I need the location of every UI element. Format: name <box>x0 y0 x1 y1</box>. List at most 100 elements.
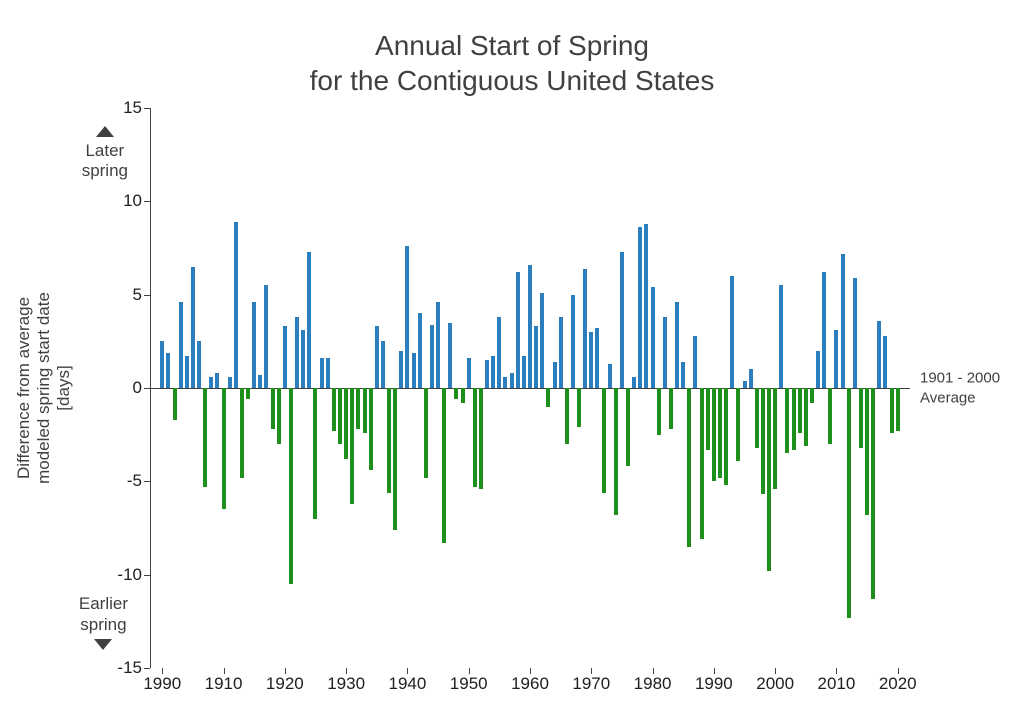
data-bar <box>522 356 526 388</box>
data-bar <box>706 388 710 450</box>
x-tick-label: 1950 <box>450 674 488 694</box>
data-bar <box>516 272 520 388</box>
data-bar <box>418 313 422 388</box>
data-bar <box>589 332 593 388</box>
y-tick-label: 0 <box>133 378 142 398</box>
data-bar <box>822 272 826 388</box>
chart-title: Annual Start of Spring for the Contiguou… <box>0 28 1024 98</box>
data-bar <box>749 369 753 388</box>
data-bar <box>485 360 489 388</box>
earlier-label-1: Earlier <box>79 594 128 613</box>
data-bar <box>644 224 648 388</box>
data-bar <box>693 336 697 388</box>
y-title-sub: modeled spring start date <box>34 292 53 484</box>
data-bar <box>412 353 416 388</box>
data-bar <box>271 388 275 429</box>
data-bar <box>313 388 317 519</box>
data-bar <box>761 388 765 494</box>
data-bar <box>375 326 379 388</box>
data-bar <box>853 278 857 388</box>
y-tick-label: 10 <box>123 191 142 211</box>
data-bar <box>215 373 219 388</box>
data-bar <box>681 362 685 388</box>
baseline-label-2: Average <box>920 389 976 406</box>
data-bar <box>883 336 887 388</box>
data-bar <box>546 388 550 407</box>
data-bar <box>436 302 440 388</box>
y-tick-label: -15 <box>117 658 142 678</box>
x-tick-label: 1910 <box>205 674 243 694</box>
x-tick-label: 1970 <box>572 674 610 694</box>
x-tick-label: 2020 <box>879 674 917 694</box>
data-bar <box>620 252 624 388</box>
y-tick <box>144 481 150 482</box>
data-bar <box>350 388 354 504</box>
data-bar <box>792 388 796 450</box>
y-tick <box>144 668 150 669</box>
data-bar <box>356 388 360 429</box>
data-bar <box>890 388 894 433</box>
baseline-label-1: 1901 - 2000 <box>920 370 1000 387</box>
data-bar <box>841 254 845 388</box>
data-bar <box>185 356 189 388</box>
data-bar <box>491 356 495 388</box>
y-title-unit: [days] <box>54 292 74 484</box>
y-tick-label: 5 <box>133 285 142 305</box>
data-bar <box>173 388 177 420</box>
data-bar <box>369 388 373 470</box>
y-tick <box>144 575 150 576</box>
data-bar <box>301 330 305 388</box>
earlier-label-2: spring <box>80 615 126 634</box>
data-bar <box>160 341 164 388</box>
arrow-down-icon <box>94 639 112 650</box>
arrow-up-icon <box>96 126 114 137</box>
data-bar <box>203 388 207 487</box>
x-tick-label: 1960 <box>511 674 549 694</box>
data-bar <box>718 388 722 478</box>
data-bar <box>700 388 704 539</box>
later-label-1: Later <box>85 141 124 160</box>
data-bar <box>497 317 501 388</box>
data-bar <box>393 388 397 530</box>
data-bar <box>179 302 183 388</box>
chart-page: Annual Start of Spring for the Contiguou… <box>0 0 1024 718</box>
data-bar <box>767 388 771 571</box>
data-bar <box>785 388 789 453</box>
data-bar <box>289 388 293 584</box>
x-tick-label: 2010 <box>818 674 856 694</box>
title-line-1: Annual Start of Spring <box>375 30 649 61</box>
data-bar <box>424 388 428 478</box>
data-bar <box>804 388 808 446</box>
y-title-main: Difference from average <box>14 297 33 479</box>
data-bar <box>559 317 563 388</box>
data-bar <box>614 388 618 515</box>
data-bar <box>669 388 673 429</box>
title-line-2: for the Contiguous United States <box>310 65 715 96</box>
later-spring-note: Later spring <box>82 126 128 182</box>
data-bar <box>773 388 777 489</box>
data-bar <box>571 295 575 388</box>
data-bar <box>399 351 403 388</box>
data-bar <box>307 252 311 388</box>
data-bar <box>687 388 691 547</box>
data-bar <box>295 317 299 388</box>
data-bar <box>405 246 409 388</box>
data-bar <box>344 388 348 459</box>
data-bar <box>332 388 336 431</box>
data-bar <box>258 375 262 388</box>
data-bar <box>442 388 446 543</box>
data-bar <box>896 388 900 431</box>
data-bar <box>565 388 569 444</box>
data-bar <box>503 377 507 388</box>
data-bar <box>166 353 170 388</box>
x-tick-label: 1940 <box>388 674 426 694</box>
data-bar <box>663 317 667 388</box>
data-bar <box>779 285 783 388</box>
data-bar <box>461 388 465 403</box>
data-bar <box>736 388 740 461</box>
data-bar <box>320 358 324 388</box>
data-bar <box>479 388 483 489</box>
data-bar <box>810 388 814 403</box>
y-tick-label: -10 <box>117 565 142 585</box>
data-bar <box>277 388 281 444</box>
